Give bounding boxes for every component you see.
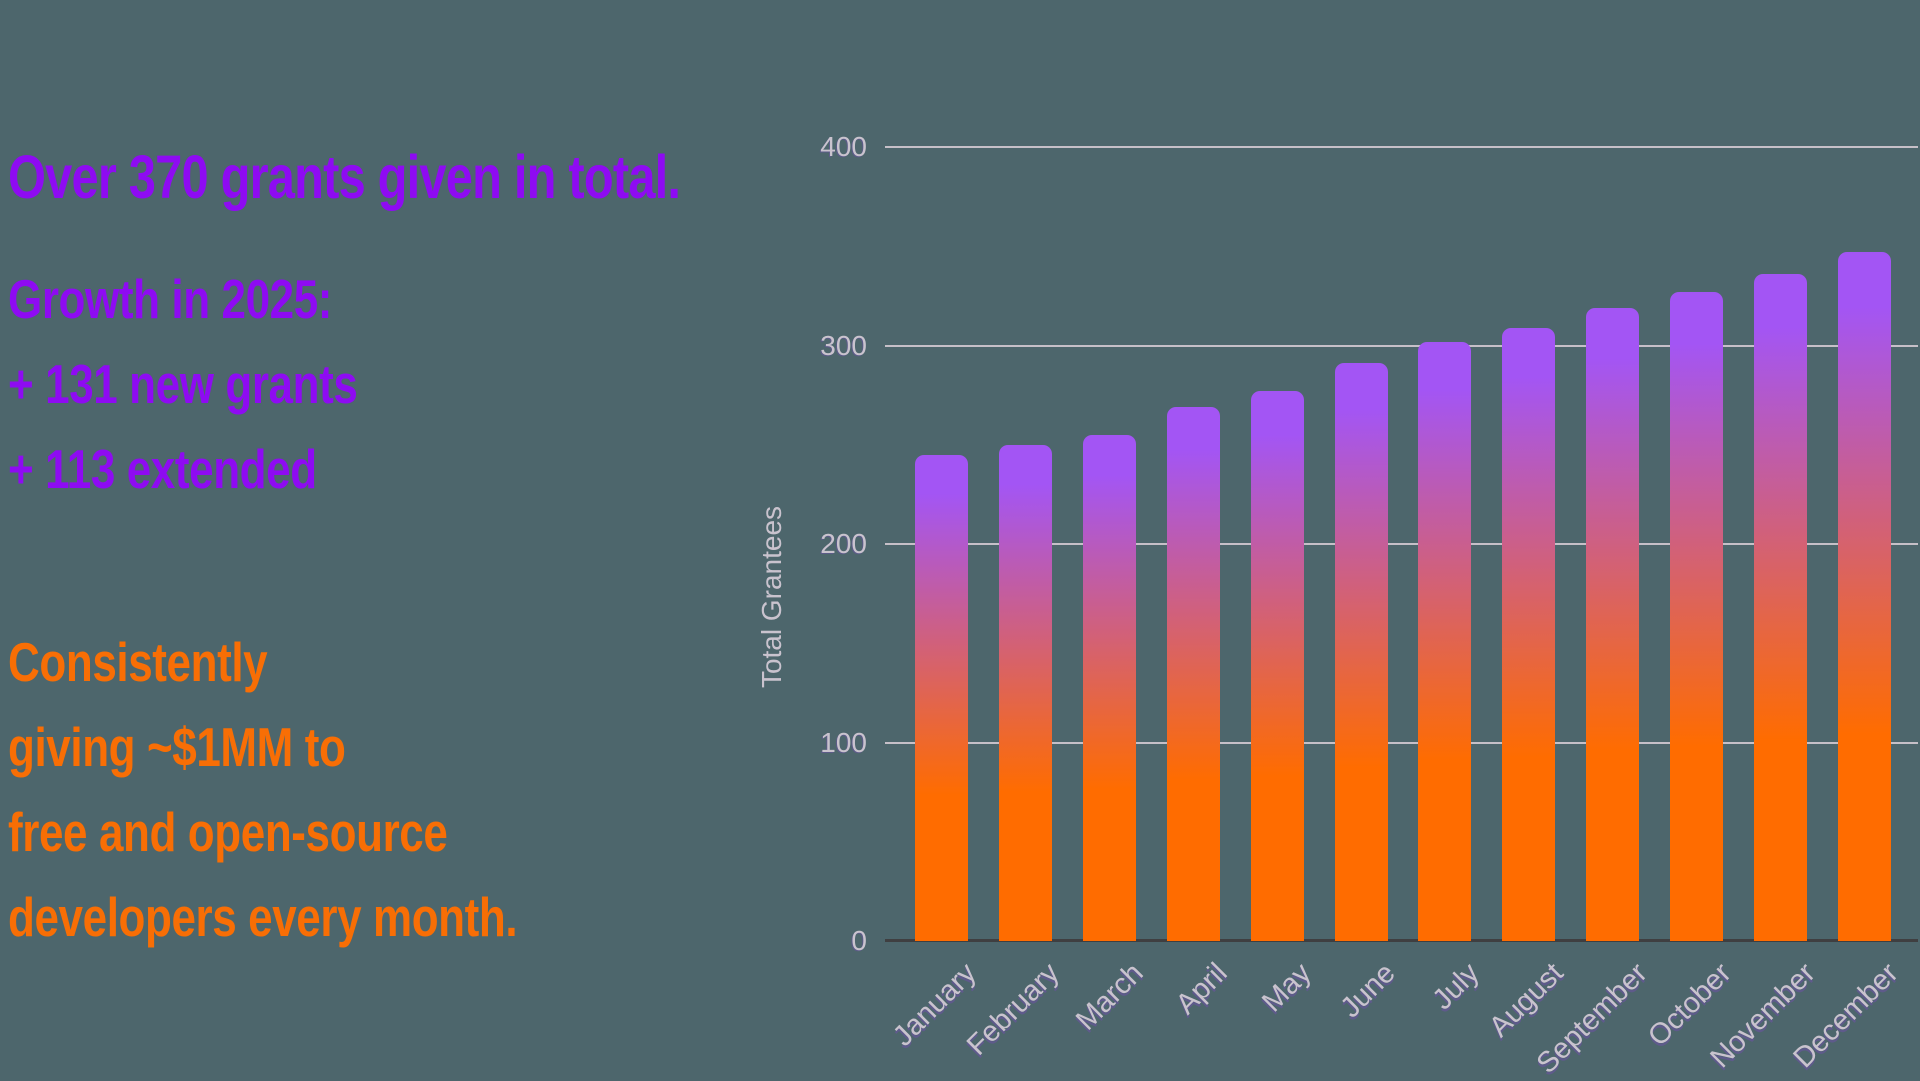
bar-june <box>1334 363 1388 941</box>
message-line-1: Consistently <box>8 631 268 693</box>
growth-line-extended: + 113 extended <box>8 438 317 500</box>
bar-december <box>1837 252 1891 941</box>
y-tick-label-0: 0 <box>851 925 867 956</box>
bar-april <box>1166 407 1220 941</box>
message-line-2: giving ~$1MM to <box>8 716 346 778</box>
bar-october <box>1670 291 1724 941</box>
y-axis-title: Total Grantees <box>756 505 787 689</box>
growth-block: Growth in 2025: + 131 new grants + 113 e… <box>8 257 358 512</box>
x-label-july: July <box>1426 957 1486 1017</box>
y-tick-label-100: 100 <box>820 726 867 758</box>
bar-january <box>915 454 968 941</box>
gridline-400 <box>885 146 1918 148</box>
gridline-200 <box>885 543 1918 545</box>
x-label-june: June <box>1334 957 1402 1025</box>
headline: Over 370 grants given in total. <box>8 142 681 211</box>
message-line-4: developers every month. <box>8 886 518 948</box>
gridline-300 <box>885 344 1918 347</box>
bar-september <box>1586 307 1640 941</box>
grantees-bar-chart: 0 100 200 300 400 January February March April Ma… <box>820 131 1918 1080</box>
growth-title: Growth in 2025: <box>8 268 333 330</box>
bar-march <box>1082 434 1136 941</box>
x-label-march: March <box>1070 957 1150 1037</box>
bar-november <box>1754 274 1807 941</box>
bar-may <box>1250 391 1304 941</box>
gridline-0 <box>885 939 1918 942</box>
x-label-may: May <box>1256 957 1318 1019</box>
y-tick-label-400: 400 <box>820 131 867 162</box>
bar-february <box>998 444 1052 941</box>
y-tick-label-200: 200 <box>820 528 867 559</box>
bar-august <box>1502 327 1556 941</box>
bar-july <box>1418 341 1472 941</box>
x-label-february: February <box>961 957 1067 1062</box>
growth-line-new: + 131 new grants <box>8 353 358 415</box>
message-block: Consistently giving ~$1MM to free and op… <box>8 620 518 960</box>
message-line-3: free and open-source <box>8 801 448 863</box>
y-tick-label-300: 300 <box>820 329 867 361</box>
x-label-april: April <box>1170 957 1234 1021</box>
gridline-100 <box>885 741 1918 744</box>
